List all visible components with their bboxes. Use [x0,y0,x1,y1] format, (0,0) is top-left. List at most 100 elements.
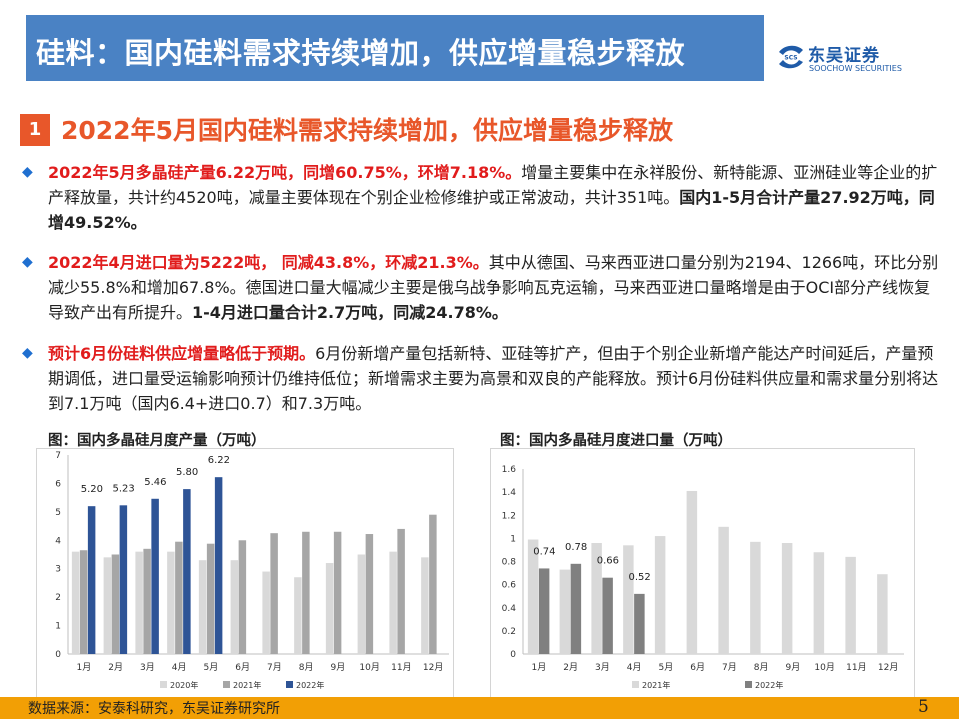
footer-bar [0,697,959,719]
page-title: 硅料：国内硅料需求持续增加，供应增量稳步释放 [36,36,686,70]
bar-2022年 [634,593,645,654]
paragraph-highlight: 2022年4月进口量为5222吨， 同减43.8%，环减21.3%。 [48,253,489,272]
legend-swatch [286,681,293,688]
bar-2021年 [559,569,571,654]
x-tick-label: 9月 [331,662,346,673]
x-tick-label: 8月 [299,662,314,673]
x-tick-label: 5月 [659,662,674,673]
x-tick-label: 12月 [878,662,898,673]
bar-2021年 [591,543,602,654]
legend-label: 2021年 [642,680,670,690]
y-tick-label: 1.6 [502,465,517,475]
bar-2021年 [527,539,539,654]
y-tick-label: 7 [55,451,61,461]
bar-2021年 [333,531,342,654]
data-label: 5.20 [81,484,103,495]
company-logo: SCS 东吴证券 SOOCHOW SECURITIES [775,42,925,78]
bar-2021年 [750,541,761,654]
paragraph-summary: 国内1-5月合计产量27.92万吨，同增49.52%。 [48,188,935,232]
bar-2020年 [325,563,334,654]
x-tick-label: 11月 [846,662,866,673]
y-tick-label: 0 [55,650,61,660]
paragraph-highlight: 2022年5月多晶硅产量6.22万吨，同增60.75%，环增7.18%。 [48,163,522,182]
x-tick-label: 1月 [77,662,92,673]
x-tick-label: 1月 [532,662,547,673]
paragraph-text: 其中从德国、马来西亚进口量分别为2194、1266吨，环比分别减少55.8%和增… [48,253,939,322]
bar-2021年 [718,526,729,654]
y-tick-label: 1.2 [502,511,516,521]
section-title: 2022年5月国内硅料需求持续增加，供应增量稳步释放 [61,116,673,145]
bar-2020年 [230,560,239,654]
import-chart: 0 0.2 0.4 0.6 0.8 1 1.2 1.4 1.6 1月 2月 3月 4月 5月 6月 7月 8月 9… [490,448,915,700]
bar-2021年 [143,548,151,654]
x-tick-label: 7月 [267,662,282,673]
x-tick-label: 7月 [722,662,737,673]
bar-2021年 [623,545,634,654]
x-tick-label: 4月 [627,662,642,673]
data-label: 6.22 [208,455,230,466]
bar-2022年 [87,506,96,654]
bullet-diamond-icon: ◆ [22,164,33,180]
bar-2021年 [302,531,310,654]
x-tick-label: 10月 [359,662,379,673]
data-label: 5.23 [112,483,134,494]
data-label: 0.74 [533,546,555,557]
x-tick-label: 12月 [423,662,443,673]
bar-2022年 [538,568,550,654]
bullet-diamond-icon: ◆ [22,345,33,361]
y-tick-label: 0.8 [502,558,517,568]
production-chart: 0 1 2 3 4 5 6 7 1月 2月 3月 4月 5月 6月 7月 8月 9月 10月 11月 12月 5.20 5… [36,448,454,700]
logo-name-en: SOOCHOW SECURITIES [809,64,902,73]
paragraph-summary: 1-4月进口量合计2.7万吨，同减24.78%。 [192,303,508,322]
bar-2020年 [421,557,429,654]
y-tick-label: 0.4 [502,604,517,614]
import-chart-svg: 0 0.2 0.4 0.6 0.8 1 1.2 1.4 1.6 1月 2月 3月 4月 5月 6月 7月 8月 9… [502,465,904,690]
bar-2022年 [151,498,159,654]
bar-2021年 [813,552,825,654]
bar-2021年 [238,540,247,654]
logo-name-cn: 东吴证券 [808,46,880,66]
production-chart-svg: 0 1 2 3 4 5 6 7 1月 2月 3月 4月 5月 6月 7月 8月 9月 10月 11月 12月 5.20 5… [55,451,449,690]
x-tick-label: 4月 [172,662,187,673]
legend-label: 2020年 [170,680,198,690]
x-tick-label: 6月 [235,662,250,673]
paragraph-2: 2022年4月进口量为5222吨， 同减43.8%，环减21.3%。其中从德国、… [48,250,944,325]
page-number: 5 [918,697,929,717]
paragraph-1: 2022年5月多晶硅产量6.22万吨，同增60.75%，环增7.18%。增量主要… [48,160,944,235]
logo-mark-icon: SCS [779,45,803,69]
x-tick-label: 3月 [595,662,610,673]
legend-label: 2021年 [233,680,261,690]
paragraph-highlight: 预计6月份硅料供应增量略低于预期。 [48,344,316,363]
bullet-diamond-icon: ◆ [22,254,33,270]
bar-2022年 [183,489,191,654]
paragraph-3: 预计6月份硅料供应增量略低于预期。6月份新增产量包括新特、亚硅等扩产，但由于个别… [48,341,944,416]
legend-swatch [160,681,167,688]
x-tick-label: 6月 [690,662,705,673]
bar-2021年 [845,556,856,654]
section-number-badge: 1 [20,114,50,146]
y-tick-label: 0 [510,650,516,660]
bar-2020年 [167,551,175,654]
x-tick-label: 5月 [204,662,219,673]
y-tick-label: 5 [55,508,61,518]
y-tick-label: 4 [55,536,61,546]
bar-2020年 [262,571,270,654]
left-chart-title: 图：国内多晶硅月度产量（万吨） [48,433,266,449]
bar-2022年 [602,577,613,654]
data-label: 0.78 [565,542,587,553]
x-tick-label: 2月 [563,662,578,673]
legend-label: 2022年 [755,680,783,690]
y-tick-label: 6 [55,479,61,489]
legend-swatch [745,681,752,688]
bar-2021年 [175,541,183,654]
bar-2020年 [103,557,112,654]
data-label: 5.46 [144,477,166,488]
x-tick-label: 9月 [786,662,801,673]
x-tick-label: 2月 [108,662,123,673]
paragraph-text: 6月份新增产量包括新特、亚硅等扩产，但由于个别企业新增产能达产时间延后，产量预期… [48,344,939,413]
legend-swatch [632,681,639,688]
bar-2021年 [206,543,215,654]
y-tick-label: 2 [55,593,61,603]
right-chart-title: 图：国内多晶硅月度进口量（万吨） [500,433,732,449]
x-tick-label: 11月 [391,662,411,673]
